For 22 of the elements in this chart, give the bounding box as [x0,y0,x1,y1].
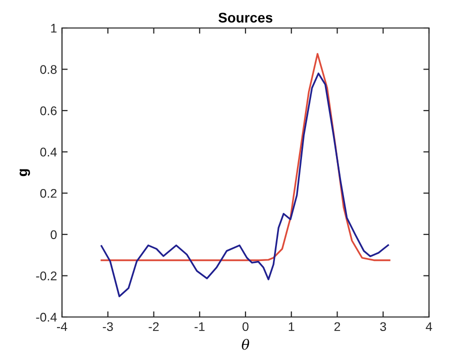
line-series [100,52,390,262]
y-axis-title: g [20,169,30,176]
x-tick-label: 4 [426,322,432,331]
x-tick-label: -2 [148,322,159,331]
y-tick-label: 0.8 [40,65,57,74]
x-tick-label: -4 [57,322,68,331]
chart-title: Sources [218,12,272,23]
x-axis-title: θ [242,338,250,350]
x-tick-label: 0 [242,322,248,332]
y-tick-label: 1 [51,24,57,33]
y-tick-label: 0.6 [40,106,57,116]
x-tick-label: 3 [380,322,386,332]
x-tick-label: -1 [194,322,205,331]
line-series [100,72,390,298]
y-tick-label: -0.4 [36,312,57,322]
x-tick-label: 1 [288,322,294,331]
y-tick-label: -0.2 [36,272,57,280]
x-tick-label: 2 [334,322,340,331]
x-tick-label: -3 [102,322,113,332]
y-tick-label: 0.4 [40,148,57,157]
y-tick-label: 0.2 [40,188,57,198]
y-tick-label: 0 [50,230,57,240]
